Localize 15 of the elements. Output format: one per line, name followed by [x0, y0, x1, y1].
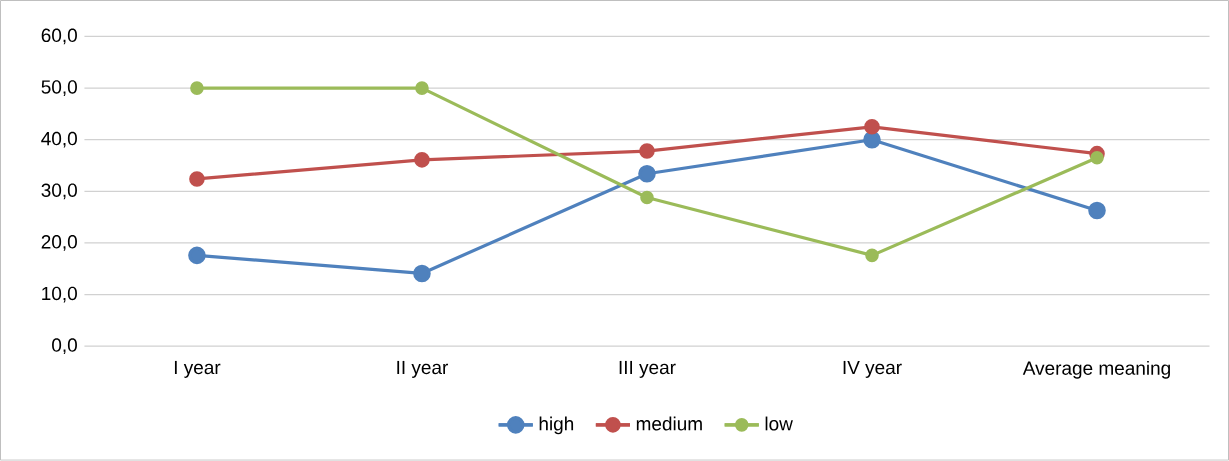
y-tick-label: 40,0 — [41, 132, 77, 148]
x-tick-label: II year — [397, 361, 449, 379]
legend-label: low — [765, 416, 793, 431]
x-tick-label: I year — [174, 361, 221, 379]
x-tick-label: III year — [619, 361, 676, 379]
legend-label: medium — [636, 416, 702, 431]
legend-label: high — [539, 416, 574, 435]
y-tick-label: 10,0 — [42, 286, 77, 303]
x-tick-label: Average meaning — [1022, 361, 1170, 379]
y-tick-label: 0,0 — [52, 338, 77, 355]
y-tick-label: 30,0 — [41, 183, 77, 200]
y-tick-label: 50,0 — [41, 80, 77, 97]
y-tick-label: 20,0 — [41, 235, 77, 252]
x-tick-label: IV year — [843, 361, 902, 379]
y-tick-label: 60,0 — [41, 28, 77, 45]
